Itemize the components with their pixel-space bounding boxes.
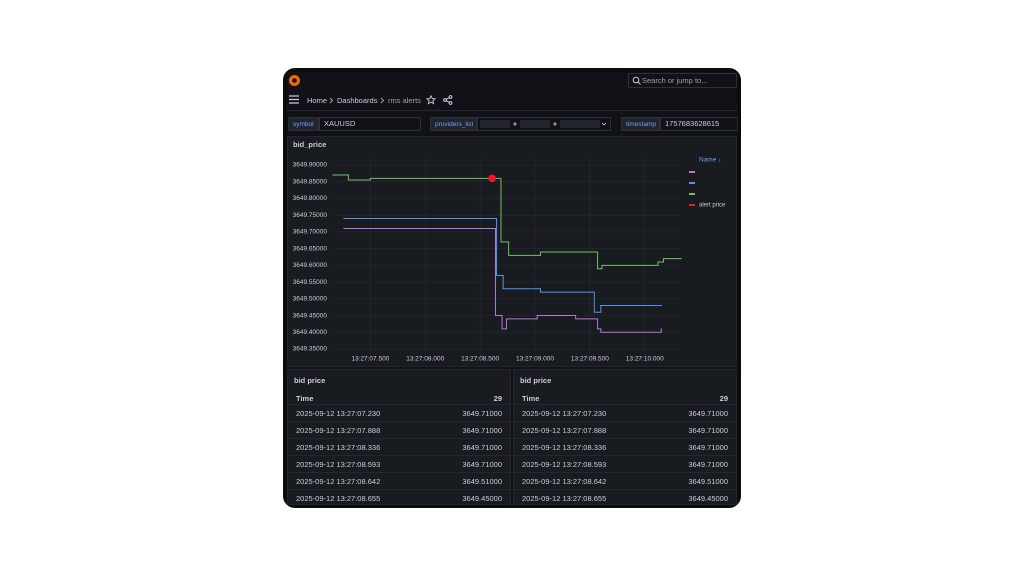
x-tick-label: 13:27:08.000 (406, 356, 444, 363)
legend-swatch (689, 171, 695, 173)
chart-panel (287, 136, 737, 367)
x-tick-label: 13:27:08.500 (461, 356, 499, 363)
grafana-logo[interactable] (288, 74, 301, 87)
search-placeholder: Search or jump to... (642, 76, 708, 85)
cell-value: 3649.71000 (462, 443, 502, 452)
chevron (329, 97, 334, 104)
dropdown-chips (480, 120, 607, 128)
column-header[interactable]: Time (296, 394, 314, 403)
cell-value: 3649.51000 (462, 477, 502, 486)
table-panel: bid price Time 29 2025-09-12 13:27:07.230 36… (513, 369, 737, 505)
y-tick-label: 3649.40000 (293, 329, 328, 336)
legend-label: alert price (699, 203, 726, 209)
x-tick-label: 13:27:10.000 (626, 356, 664, 363)
table-row: 2025-09-12 13:27:08.593 3649.71000 (514, 455, 736, 473)
legend-swatch (689, 204, 695, 206)
variable-input[interactable]: XAUUSD (319, 117, 421, 131)
legend-swatch (689, 193, 695, 195)
cell-time: 2025-09-12 13:27:08.593 (522, 460, 607, 469)
breadcrumb-current: rms alerts (388, 96, 421, 105)
legend-title: Name ↓ (699, 157, 721, 164)
table-row: 2025-09-12 13:27:07.230 3649.71000 (514, 404, 736, 422)
variable-label: timestamp (621, 117, 660, 131)
cell-time: 2025-09-12 13:27:08.336 (522, 443, 607, 452)
panel-title: bid_price (293, 140, 327, 149)
cell-value: 3649.71000 (462, 409, 502, 418)
star-icon[interactable] (426, 95, 436, 105)
table-row: 2025-09-12 13:27:07.888 3649.71000 (288, 421, 510, 439)
cell-time: 2025-09-12 13:27:07.888 (296, 426, 381, 435)
column-header[interactable]: 29 (493, 394, 502, 403)
table-row: 2025-09-12 13:27:08.336 3649.71000 (288, 438, 510, 456)
table-header: Time 29 (514, 390, 736, 407)
cell-value: 3649.71000 (462, 460, 502, 469)
alert-point (488, 174, 496, 183)
y-tick-label: 3649.60000 (293, 262, 328, 269)
chevron (380, 97, 385, 104)
cell-value: 3649.71000 (688, 409, 728, 418)
y-tick-label: 3649.70000 (293, 229, 328, 236)
table-row: 2025-09-12 13:27:08.655 3649.45000 (514, 489, 736, 504)
cell-value: 3649.45000 (688, 494, 728, 503)
table-row: 2025-09-12 13:27:08.655 3649.45000 (288, 489, 510, 504)
table-row: 2025-09-12 13:27:08.336 3649.71000 (514, 438, 736, 456)
divider (287, 110, 737, 111)
table-title: bid price (520, 376, 552, 385)
cell-value: 3649.71000 (462, 426, 502, 435)
legend-swatch (689, 182, 695, 184)
search-icon (632, 76, 641, 85)
cell-time: 2025-09-12 13:27:07.888 (522, 426, 607, 435)
menu-icon[interactable] (289, 95, 300, 104)
search-box[interactable] (628, 73, 737, 88)
cell-time: 2025-09-12 13:27:07.230 (296, 409, 381, 418)
cell-time: 2025-09-12 13:27:08.655 (296, 494, 381, 503)
variable-label: symbol (288, 117, 319, 131)
x-tick-label: 13:27:09.000 (516, 356, 554, 363)
y-tick-label: 3649.45000 (293, 312, 328, 319)
cell-time: 2025-09-12 13:27:08.642 (522, 477, 607, 486)
table-row: 2025-09-12 13:27:08.642 3649.51000 (288, 472, 510, 490)
share-icon[interactable] (443, 95, 453, 105)
table-row: 2025-09-12 13:27:07.888 3649.71000 (514, 421, 736, 439)
table-row: 2025-09-12 13:27:08.642 3649.51000 (514, 472, 736, 490)
cell-time: 2025-09-12 13:27:08.655 (522, 494, 607, 503)
variable-label: providers_list (430, 117, 477, 131)
cell-value: 3649.71000 (688, 443, 728, 452)
column-header[interactable]: 29 (719, 394, 728, 403)
cell-time: 2025-09-12 13:27:08.336 (296, 443, 381, 452)
cell-value: 3649.45000 (462, 494, 502, 503)
cell-value: 3649.71000 (688, 460, 728, 469)
breadcrumb-home[interactable]: Home (307, 96, 328, 105)
table-title: bid price (294, 376, 326, 385)
y-tick-label: 3649.65000 (293, 245, 328, 252)
variable-input[interactable]: 1757683628615 (660, 117, 738, 131)
table-header: Time 29 (288, 390, 510, 407)
y-tick-label: 3649.35000 (293, 346, 328, 353)
table-row: 2025-09-12 13:27:07.230 3649.71000 (288, 404, 510, 422)
cell-value: 3649.51000 (688, 477, 728, 486)
table-panel: bid price Time 29 2025-09-12 13:27:07.230 36… (287, 369, 511, 505)
y-tick-label: 3649.80000 (293, 195, 328, 202)
cell-time: 2025-09-12 13:27:07.230 (522, 409, 607, 418)
column-header[interactable]: Time (522, 394, 540, 403)
y-tick-label: 3649.50000 (293, 296, 328, 303)
cell-value: 3649.71000 (688, 426, 728, 435)
cell-time: 2025-09-12 13:27:08.642 (296, 477, 381, 486)
y-tick-label: 3649.75000 (293, 212, 328, 219)
y-tick-label: 3649.90000 (293, 162, 328, 169)
x-tick-label: 13:27:07.500 (351, 356, 389, 363)
y-tick-label: 3649.55000 (293, 279, 328, 286)
y-tick-label: 3649.85000 (293, 178, 328, 185)
x-tick-label: 13:27:09.500 (571, 356, 609, 363)
breadcrumb-dashboards[interactable]: Dashboards (337, 96, 378, 105)
table-row: 2025-09-12 13:27:08.593 3649.71000 (288, 455, 510, 473)
cell-time: 2025-09-12 13:27:08.593 (296, 460, 381, 469)
